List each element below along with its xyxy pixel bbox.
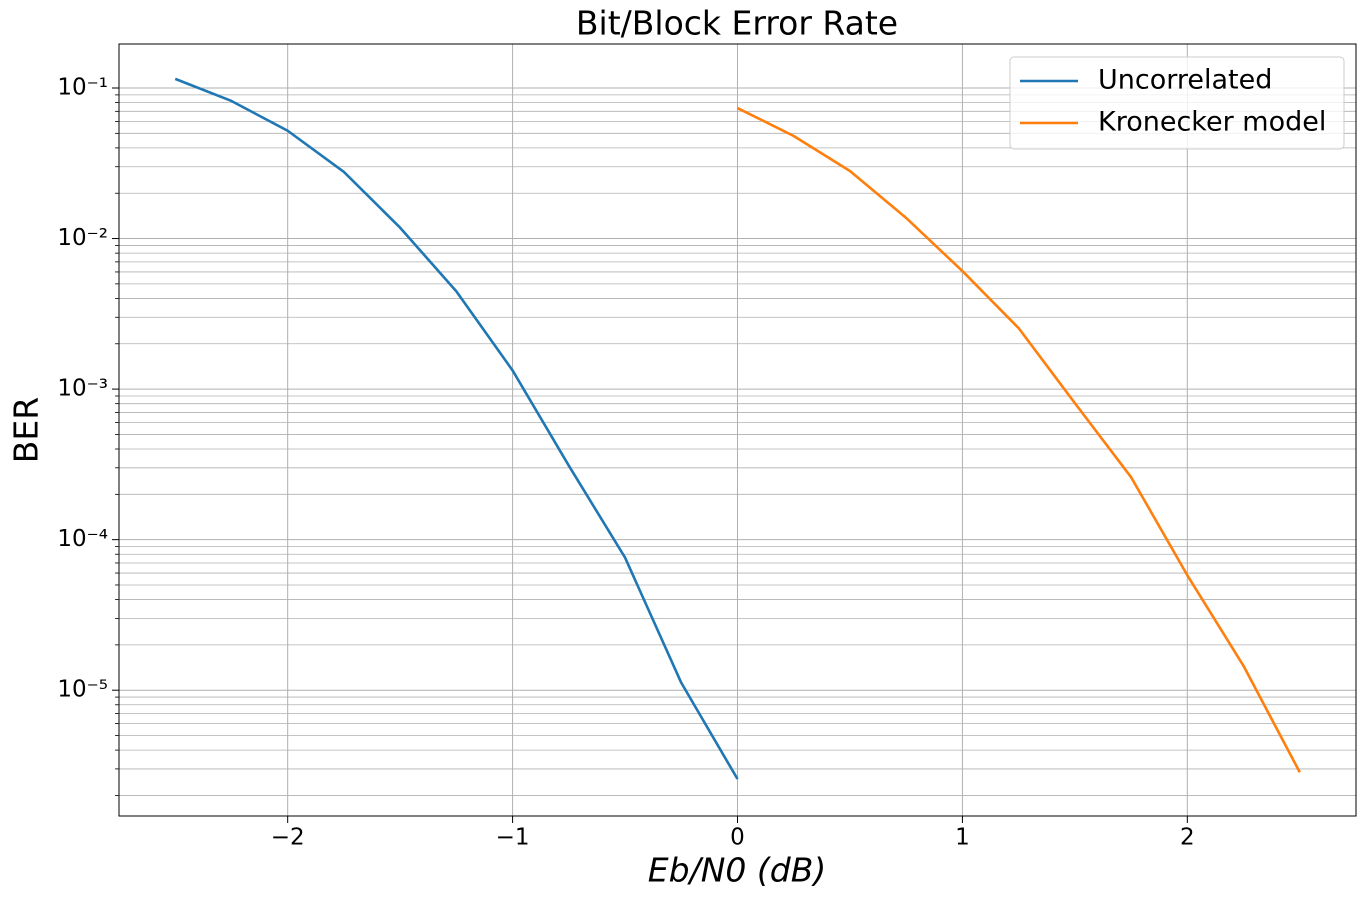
legend-label: Kronecker model: [1098, 107, 1326, 138]
chart-title: Bit/Block Error Rate: [576, 4, 898, 43]
legend-label: Uncorrelated: [1098, 65, 1272, 96]
y-tick-label: 10⁻⁵: [57, 677, 108, 703]
y-tick-label: 10⁻³: [57, 376, 108, 402]
x-tick-label: 1: [955, 825, 970, 851]
x-tick-label: −2: [271, 825, 305, 851]
series-line: [736, 106, 1301, 773]
x-tick-label: −1: [496, 825, 530, 851]
x-tick-label: 0: [730, 825, 745, 851]
series-line: [174, 77, 739, 780]
x-tick-label: 2: [1180, 825, 1195, 851]
legend-box: [1009, 56, 1345, 150]
y-tick-label: 10⁻²: [57, 225, 108, 251]
y-axis-label: BER: [7, 397, 46, 463]
y-tick-label: 10⁻⁴: [57, 526, 108, 552]
plot-frame: [118, 43, 1357, 817]
y-tick-label: 10⁻¹: [57, 74, 108, 100]
x-axis-label: Eb/N0 (dB): [648, 851, 826, 890]
legend: Uncorrelated Kronecker model: [1009, 56, 1345, 150]
